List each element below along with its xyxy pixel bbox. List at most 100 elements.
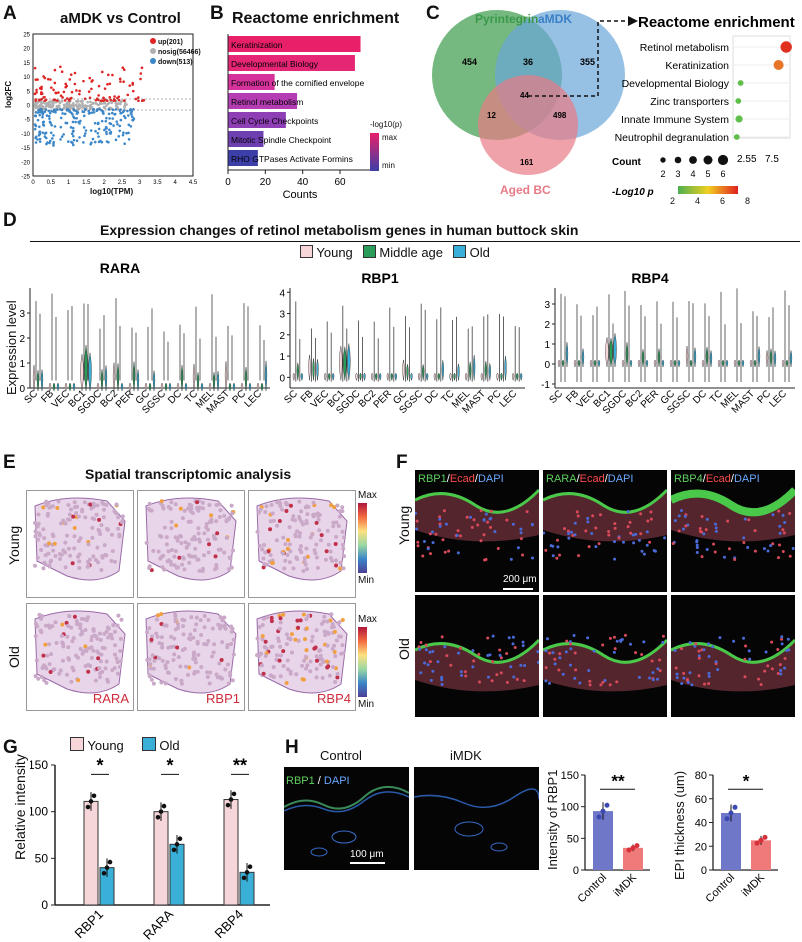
volcano-point-up bbox=[100, 70, 104, 74]
panel-label-c: C bbox=[426, 3, 440, 24]
if-image-old-1 bbox=[543, 595, 667, 717]
reactome-bar-label: Developmental Biology bbox=[231, 59, 319, 69]
reactome-legend-title: -log10(p) bbox=[370, 120, 403, 129]
volcano-point-down bbox=[37, 109, 40, 112]
volcano-point-nosig bbox=[91, 101, 95, 105]
volcano-point-up bbox=[88, 96, 92, 100]
violin-shape bbox=[216, 371, 220, 392]
volcano-point-down bbox=[54, 110, 57, 114]
volcano-point-down bbox=[34, 141, 38, 144]
volcano-point-down bbox=[105, 140, 109, 143]
count-legend-tick: 6 bbox=[720, 169, 725, 179]
h-bar bbox=[593, 811, 613, 870]
volcano-point-down bbox=[72, 138, 76, 142]
volcano-point-down bbox=[64, 121, 68, 125]
violin-shape bbox=[465, 372, 468, 381]
h-xtick: Control bbox=[576, 872, 610, 906]
panel-label-e: E bbox=[3, 452, 16, 473]
volcano-point-down bbox=[127, 131, 130, 135]
violin-shape bbox=[84, 344, 88, 392]
volcano-point-up bbox=[59, 94, 63, 97]
h-bar bbox=[623, 847, 643, 870]
panel-label-b: B bbox=[210, 3, 224, 24]
violin-shape bbox=[769, 348, 773, 368]
violin-shape bbox=[116, 363, 120, 392]
violin-shape bbox=[224, 361, 228, 392]
volcano-point-down bbox=[129, 125, 133, 128]
volcano-xtick: 3.5 bbox=[153, 180, 162, 186]
volcano-point-down bbox=[127, 114, 130, 117]
volcano-point-down bbox=[77, 120, 80, 124]
spatial-map-old-rbp4: RBP4 bbox=[248, 603, 356, 711]
violin-shape bbox=[228, 382, 232, 392]
violin-shape bbox=[689, 359, 693, 368]
violin-shape bbox=[212, 372, 216, 392]
violin-shape bbox=[260, 382, 264, 392]
violin-shape bbox=[725, 359, 729, 368]
violin-shape bbox=[176, 382, 180, 392]
violin-shape bbox=[148, 382, 152, 392]
violin-shape bbox=[375, 372, 378, 381]
violin-shape bbox=[386, 372, 389, 381]
volcano-point-down bbox=[82, 110, 86, 114]
dotplot-category: Innate Immune System bbox=[621, 114, 729, 126]
gradient-max: max bbox=[382, 133, 398, 142]
violin-shape bbox=[402, 359, 405, 381]
violin-shape bbox=[184, 382, 188, 392]
reactome-bar bbox=[228, 74, 275, 90]
panel-e-title: Spatial transcriptomic analysis bbox=[85, 466, 292, 482]
dotplot-point bbox=[737, 80, 744, 86]
volcano-point-down bbox=[45, 114, 49, 117]
violin-shape bbox=[355, 372, 358, 381]
volcano-point-up bbox=[108, 95, 112, 99]
volcano-point-nosig bbox=[78, 103, 81, 106]
panel-label-g: G bbox=[3, 737, 18, 758]
violin-shape bbox=[240, 382, 244, 392]
volcano-point-nosig bbox=[88, 106, 92, 110]
volcano-point-nosig bbox=[64, 106, 68, 109]
volcano-point-up bbox=[106, 83, 109, 86]
volcano-point-down bbox=[48, 120, 52, 124]
volcano-xtick: 1.5 bbox=[82, 180, 91, 186]
volcano-point-down bbox=[118, 109, 122, 112]
volcano-point-down bbox=[40, 110, 44, 113]
volcano-point-down bbox=[104, 119, 108, 123]
g-ytick: 50 bbox=[35, 851, 49, 865]
venn-label-aged-bc: Aged BC bbox=[500, 183, 551, 197]
volcano-point-down bbox=[34, 136, 37, 140]
violin-shape bbox=[737, 359, 741, 368]
h-significance: * bbox=[743, 771, 750, 790]
volcano-point-down bbox=[55, 108, 59, 111]
violin-shape bbox=[504, 355, 507, 381]
spatial-row-old: Old bbox=[6, 646, 22, 668]
volcano-point-up bbox=[122, 80, 125, 84]
violin-shape bbox=[120, 382, 124, 392]
volcano-point-nosig bbox=[76, 107, 79, 111]
volcano-point-up bbox=[90, 87, 93, 91]
legend-down: down(513) bbox=[150, 58, 201, 68]
volcano-point-up bbox=[67, 98, 71, 102]
volcano-point-down bbox=[111, 108, 115, 112]
volcano-ylabel: log2FC bbox=[4, 80, 13, 108]
volcano-point-down bbox=[60, 135, 64, 138]
if-image-old-2 bbox=[671, 595, 795, 717]
reactome-bar-label: Mitotic Spindle Checkpoint bbox=[231, 135, 332, 145]
volcano-point-up bbox=[35, 91, 38, 94]
volcano-point-down bbox=[75, 112, 79, 115]
volcano-point-up bbox=[137, 96, 140, 99]
volcano-point-down bbox=[113, 112, 117, 116]
violin-shape bbox=[789, 349, 793, 368]
spatial-gene-label: RARA bbox=[92, 691, 129, 706]
volcano-point-up bbox=[121, 66, 125, 70]
volcano-point-down bbox=[105, 116, 108, 120]
volcano-point-down bbox=[34, 114, 37, 118]
panel-label-h: H bbox=[285, 737, 299, 758]
violin-ytick: 0 bbox=[19, 384, 25, 395]
spatial-map-young-rbp1 bbox=[137, 490, 245, 598]
reactome-legend: -log10(p) max min bbox=[370, 120, 420, 171]
legend-middle: Middle age bbox=[362, 245, 443, 260]
volcano-point-down bbox=[74, 120, 77, 124]
volcano-point-nosig bbox=[36, 101, 39, 105]
panel-label-d: D bbox=[3, 210, 17, 231]
